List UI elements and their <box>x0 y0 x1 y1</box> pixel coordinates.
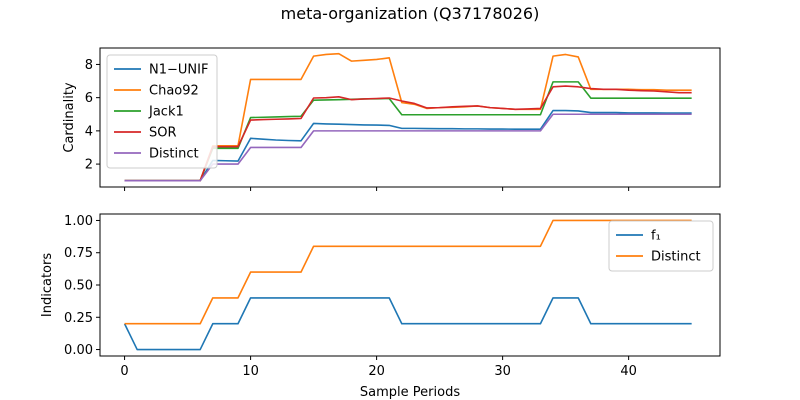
series-line-0 <box>124 109 692 182</box>
y-tick-label: 0.75 <box>64 246 93 261</box>
series-line-4 <box>124 113 692 182</box>
legend: N1−UNIF Chao92 Jack1 SOR Distinct <box>106 54 218 169</box>
series-line-0 <box>123 297 692 351</box>
legend-entry: N1−UNIF <box>149 63 208 78</box>
legend: f₁ Distinct <box>608 220 714 272</box>
figure-title: meta-organization (Q37178026) <box>281 4 540 23</box>
y-tick-label: 4 <box>85 124 93 139</box>
x-tick-label: 40 <box>620 364 637 379</box>
x-tick-label: 0 <box>120 364 128 379</box>
series-line-1 <box>124 219 692 325</box>
indicators-panel: 0 10 20 30 40 0.00 0.25 0.50 0.75 1.00 Indicators S… <box>40 213 721 400</box>
legend-entry: SOR <box>149 126 177 141</box>
legend-box <box>608 220 714 272</box>
series-lines <box>123 219 692 351</box>
series-line-3 <box>124 85 692 182</box>
cardinality-panel: 2 4 6 8 Cardinality N1−UNIF Chao92 Jack1 SOR Dist… <box>62 47 721 191</box>
y-tick-label: 6 <box>85 91 93 106</box>
axes-frame <box>99 47 721 188</box>
x-axis-label: Sample Periods <box>360 385 460 400</box>
legend-entry: Distinct <box>651 250 701 265</box>
legend-entry: f₁ <box>651 229 661 244</box>
legend-box <box>106 54 218 169</box>
y-tick-label: 8 <box>85 58 93 73</box>
y-tick-label: 2 <box>85 158 93 173</box>
series-line-2 <box>124 81 692 182</box>
x-tick-label: 10 <box>242 364 259 379</box>
y-tick-label: 1.00 <box>64 214 93 229</box>
legend-entry: Jack1 <box>148 105 184 120</box>
y-axis-label: Indicators <box>40 253 55 317</box>
series-lines <box>124 52 692 182</box>
y-tick-label: 0.25 <box>64 311 93 326</box>
legend-entry: Chao92 <box>149 84 199 99</box>
y-tick-label: 0.00 <box>64 343 93 358</box>
x-tick-label: 30 <box>494 364 511 379</box>
y-axis-label: Cardinality <box>62 82 77 153</box>
x-tick-label: 20 <box>368 364 385 379</box>
y-tick-label: 0.50 <box>64 279 93 294</box>
legend-entry: Distinct <box>149 147 199 162</box>
